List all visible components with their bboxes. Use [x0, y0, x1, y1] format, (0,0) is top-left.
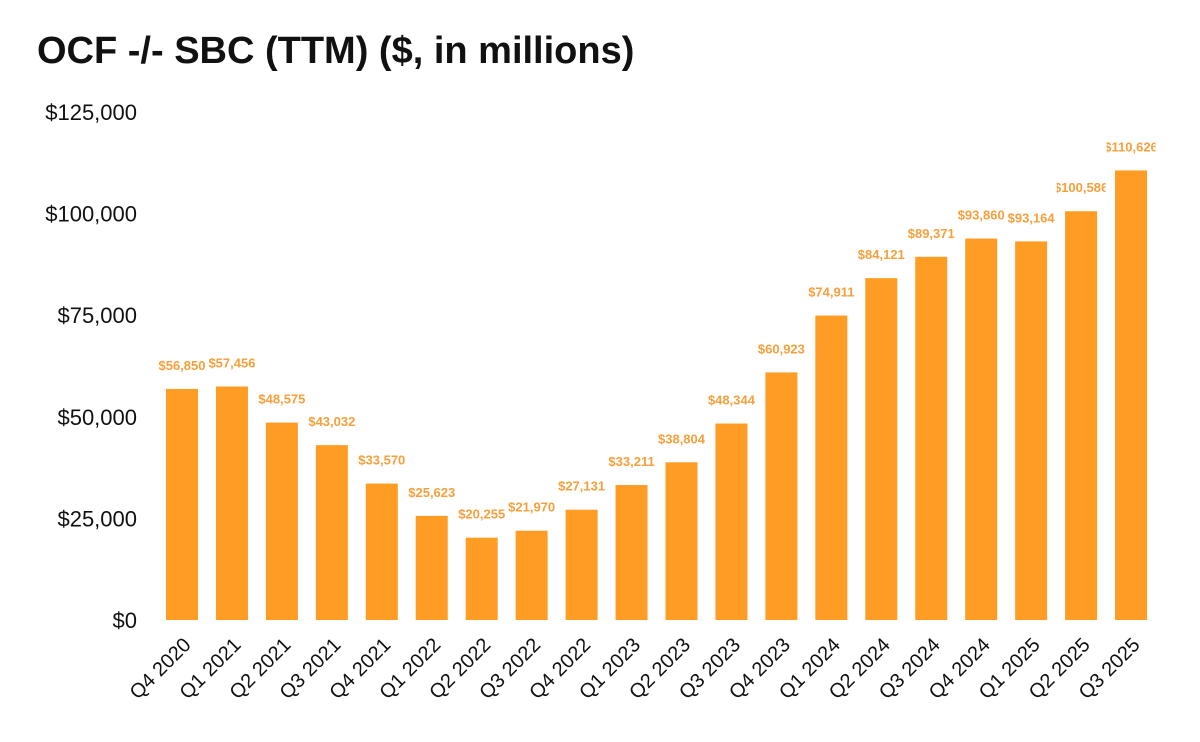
- bar: [665, 462, 698, 620]
- data-label: $20,255: [458, 507, 505, 522]
- data-label: $110,626: [1104, 139, 1158, 154]
- data-label: $56,850: [159, 358, 206, 373]
- bar: [765, 372, 798, 620]
- bar: [415, 515, 448, 620]
- bar: [315, 445, 348, 620]
- bar: [715, 423, 748, 620]
- data-label: $27,131: [558, 479, 605, 494]
- bar: [365, 483, 398, 620]
- bar: [465, 537, 498, 620]
- bar: [1065, 211, 1098, 620]
- data-label: $84,121: [858, 247, 905, 262]
- data-label: $21,970: [508, 500, 555, 515]
- data-label: $100,586: [1054, 180, 1108, 195]
- chart-title: OCF -/- SBC (TTM) ($, in millions): [37, 30, 635, 72]
- data-label: $57,456: [208, 355, 255, 370]
- bar: [166, 388, 198, 620]
- bar: [615, 485, 648, 620]
- bar: [1115, 170, 1148, 620]
- y-tick-label: $125,000: [45, 100, 137, 125]
- data-label: $48,344: [708, 393, 756, 408]
- y-tick-label: $50,000: [57, 405, 137, 430]
- data-label: $38,804: [658, 431, 706, 446]
- data-label: $89,371: [908, 226, 955, 241]
- data-labels: $56,850 $57,456 $48,575$43,032 $33,570 $25,6…: [159, 139, 1158, 522]
- data-label: $93,164: [1008, 210, 1056, 225]
- data-label: $60,923: [758, 341, 805, 356]
- y-tick-label: $75,000: [57, 303, 137, 328]
- data-label: $33,570: [358, 453, 405, 468]
- bar: [265, 422, 298, 620]
- y-axis: $0 $25,000 $50,000 $75,000 $100,000 $125,000: [45, 100, 137, 633]
- y-tick-label: $0: [113, 608, 137, 633]
- y-tick-label: $25,000: [57, 506, 137, 531]
- data-label: $43,032: [308, 414, 355, 429]
- data-label: $33,211: [608, 454, 654, 469]
- bar: [515, 530, 548, 620]
- bar: [565, 509, 598, 620]
- data-label: $48,575: [258, 392, 305, 407]
- bar: [1015, 241, 1048, 620]
- bar-series: [166, 170, 1148, 620]
- data-label: $74,911: [808, 285, 854, 300]
- data-label: $93,860: [958, 208, 1005, 223]
- bar: [815, 315, 848, 620]
- bar: [865, 278, 898, 620]
- data-label: $25,623: [408, 485, 455, 500]
- bar: [965, 238, 998, 620]
- y-tick-label: $100,000: [45, 202, 137, 227]
- bar: [215, 386, 248, 620]
- bar: [915, 256, 948, 620]
